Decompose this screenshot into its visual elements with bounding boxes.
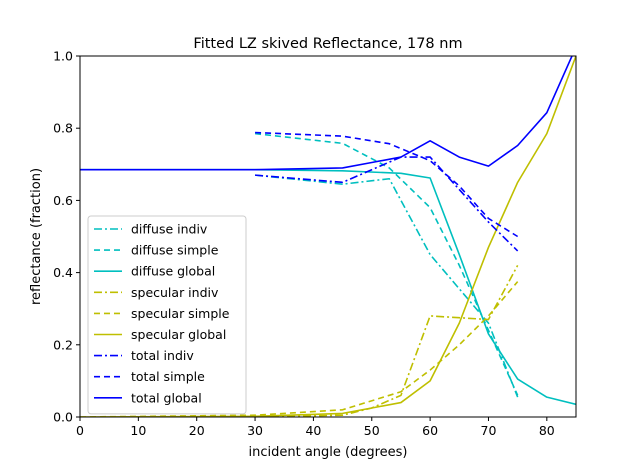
x-axis-label: incident angle (degrees) bbox=[248, 445, 407, 460]
series-layer bbox=[80, 56, 576, 417]
x-tick-label: 50 bbox=[364, 423, 380, 438]
y-tick-label: 0.2 bbox=[53, 337, 73, 352]
plot-frame bbox=[79, 55, 577, 418]
x-tick-label: 0 bbox=[76, 423, 84, 438]
series-line-total-simple bbox=[255, 131, 519, 238]
y-tick-label: 0.6 bbox=[53, 193, 73, 208]
x-tick-label: 70 bbox=[481, 423, 497, 438]
series-line-diffuse-simple bbox=[254, 132, 519, 396]
series-line-specular-simple bbox=[80, 281, 519, 417]
y-tick-label: 0.8 bbox=[53, 121, 73, 136]
legend-label: specular indiv bbox=[131, 285, 219, 300]
y-axis-label: reflectance (fraction) bbox=[29, 168, 44, 305]
legend-label: specular global bbox=[131, 327, 226, 342]
legend-box bbox=[87, 215, 247, 415]
x-tick-label: 60 bbox=[422, 423, 438, 438]
series-line-diffuse-indiv bbox=[254, 174, 519, 398]
legend-label: diffuse global bbox=[131, 264, 215, 279]
legend-label: specular simple bbox=[131, 306, 230, 321]
legend-label: total simple bbox=[131, 369, 205, 384]
x-axis: 0 10 20 30 40 50 60 70 80 bbox=[76, 417, 555, 438]
series-line-total-indiv bbox=[254, 156, 519, 252]
x-tick-label: 80 bbox=[539, 423, 555, 438]
x-tick-label: 20 bbox=[189, 423, 205, 438]
y-tick-label: 0.0 bbox=[53, 410, 73, 425]
legend-label: diffuse simple bbox=[131, 243, 219, 258]
series-line-specular-global bbox=[80, 56, 576, 417]
legend-label: diffuse indiv bbox=[131, 222, 208, 237]
x-tick-label: 40 bbox=[305, 423, 321, 438]
legend-label: total indiv bbox=[131, 348, 194, 363]
series-line-diffuse-global bbox=[80, 168, 576, 406]
series-line-total-global bbox=[80, 56, 573, 171]
legend: diffuse indiv diffuse simple diffuse globa… bbox=[87, 215, 247, 415]
y-axis: 0.0 0.2 0.4 0.6 0.8 1.0 bbox=[53, 49, 80, 425]
x-tick-label: 10 bbox=[130, 423, 146, 438]
x-tick-label: 30 bbox=[247, 423, 263, 438]
y-tick-label: 1.0 bbox=[53, 49, 73, 64]
y-tick-label: 0.4 bbox=[53, 265, 73, 280]
series-line-specular-indiv bbox=[255, 265, 519, 417]
legend-label: total global bbox=[131, 390, 202, 405]
chart-title: Fitted LZ skived Reflectance, 178 nm bbox=[193, 36, 462, 52]
